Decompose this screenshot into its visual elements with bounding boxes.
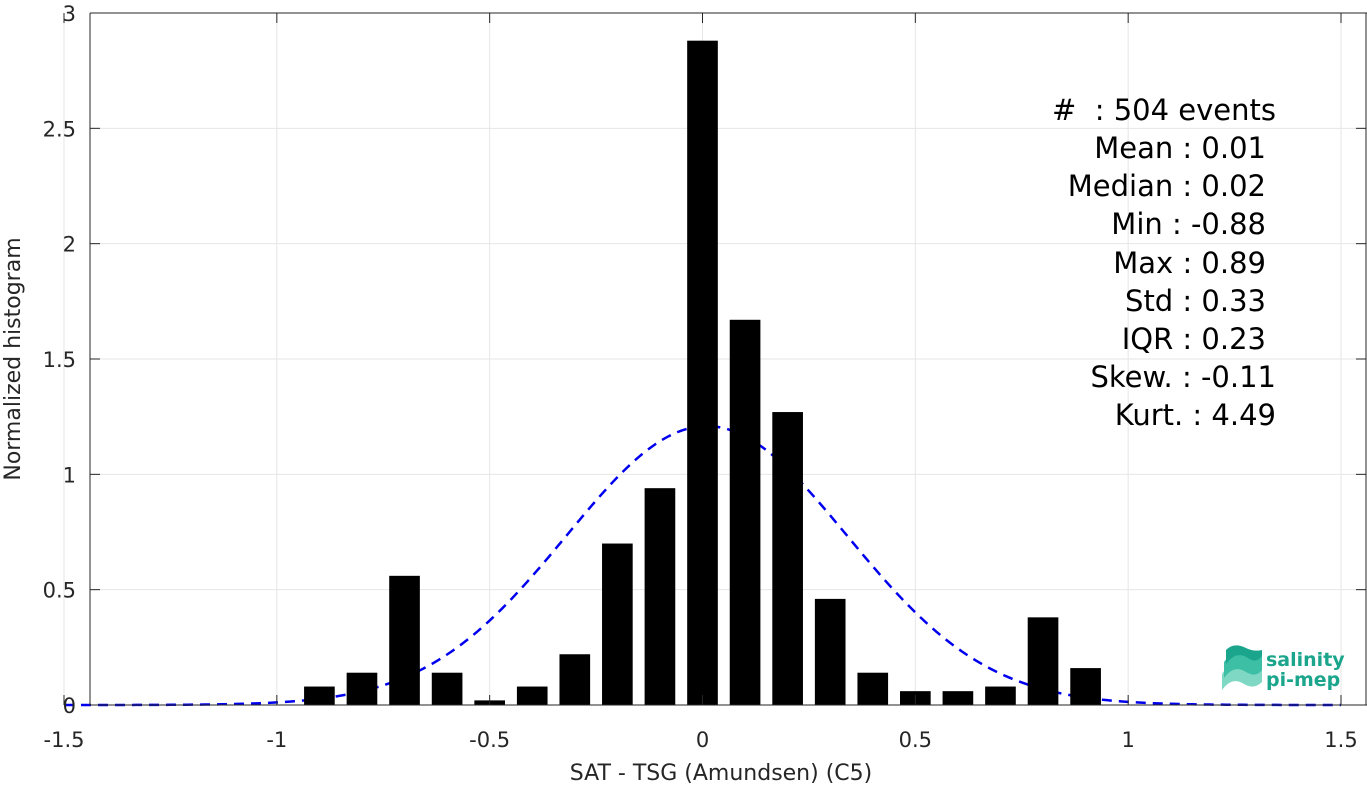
stats-box: # : 504 events Mean : 0.01 Median : 0.02… <box>1052 93 1276 432</box>
stats-iqr: IQR : 0.23 <box>1122 322 1266 356</box>
stats-kurt: Kurt. : 4.49 <box>1115 398 1276 432</box>
y-axis-label: Normalized histogram <box>1 237 26 480</box>
x-tick-label: -1 <box>266 728 287 752</box>
histogram-bar <box>1070 668 1101 705</box>
stats-count: # : 504 events <box>1052 93 1276 127</box>
histogram-bar <box>644 488 676 705</box>
salinity-pi-mep-logo: salinity pi-mep <box>1222 645 1345 691</box>
stats-skew: Skew. : -0.11 <box>1090 360 1276 394</box>
histogram-bar <box>857 672 889 705</box>
histogram-bar <box>304 686 335 705</box>
stats-mean: Mean : 0.01 <box>1094 131 1266 165</box>
histogram-bar <box>516 686 548 705</box>
stats-min: Min : -0.88 <box>1111 207 1266 241</box>
stats-std: Std : 0.33 <box>1125 284 1266 318</box>
y-tick-label: 3 <box>63 2 76 26</box>
histogram-bar <box>985 686 1016 705</box>
histogram-bar <box>389 575 420 705</box>
y-tick-label: 1 <box>63 463 76 487</box>
stats-max: Max : 0.89 <box>1113 246 1266 280</box>
x-tick-label: -0.5 <box>469 728 510 752</box>
logo-line2: pi-mep <box>1266 669 1340 691</box>
y-tick-label: 2.5 <box>43 117 76 141</box>
y-tick-label: 1.5 <box>43 348 76 372</box>
histogram-bar <box>602 543 633 705</box>
x-tick-label: 1 <box>1121 728 1134 752</box>
x-tick-label: -1.5 <box>44 728 85 752</box>
histogram-bar <box>1027 617 1059 705</box>
histogram-bars <box>304 40 1101 706</box>
tick-labels: -1.5 -1 -0.5 0 0.5 1 1.5 0 0.5 1 1.5 2 2.5 3 <box>43 2 1358 752</box>
histogram-bar <box>559 654 591 705</box>
x-axis-label: SAT - TSG (Amundsen) (C5) <box>570 761 872 785</box>
stats-median: Median : 0.02 <box>1068 169 1266 203</box>
x-tick-label: 1.5 <box>1324 728 1357 752</box>
histogram-bar <box>814 598 846 705</box>
histogram-bar <box>431 672 463 705</box>
x-tick-label: 0.5 <box>899 728 932 752</box>
axes-frame <box>63 12 1367 706</box>
y-tick-label: 0.5 <box>43 579 76 603</box>
histogram-bar <box>772 412 803 705</box>
x-tick-label: 0 <box>696 728 709 752</box>
histogram-bar <box>942 691 974 705</box>
logo-wave-icon <box>1222 645 1262 690</box>
y-tick-label: 0 <box>63 694 76 718</box>
histogram-bar <box>729 319 761 705</box>
y-tick-label: 2 <box>63 233 76 257</box>
logo-line1: salinity <box>1266 649 1345 671</box>
histogram-bar <box>346 672 378 705</box>
histogram-bar <box>687 40 718 706</box>
